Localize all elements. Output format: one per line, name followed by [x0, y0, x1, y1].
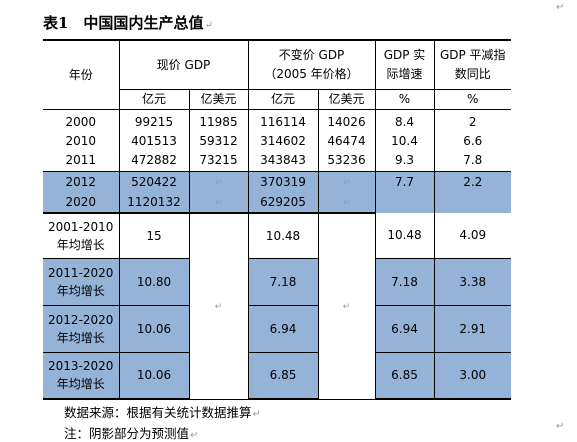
value-cell: 116114: [248, 109, 319, 131]
value-cell: 53236: [318, 150, 376, 172]
value-cell: 14026: [318, 109, 376, 131]
empty-cell: ↵: [318, 192, 376, 214]
unit-cell: %: [434, 89, 511, 110]
year-cell: 2000: [43, 109, 120, 131]
value-cell: 10.4: [375, 131, 435, 150]
cell-end-mark-icon: ↵: [342, 302, 351, 313]
value-cell: 3.38: [434, 258, 511, 306]
cell-end-mark-icon: ↵: [342, 177, 351, 188]
value-cell: 73215: [189, 150, 249, 172]
empty-merged-cell: ↵: [189, 213, 249, 400]
value-cell: 9.3: [375, 150, 435, 172]
header-constant-price: 不变价 GDP （2005 年价格）: [248, 39, 376, 90]
table-row: 2013-2020 年均增长 10.06 6.85 6.85 3.00: [43, 352, 511, 400]
table-row: 2012 520422 ↵ 370319 ↵ 7.7 2.2: [43, 171, 511, 213]
value-cell: 7.7: [375, 171, 435, 213]
table-row: 2010 401513 59312 314602 46474 10.4 6.6: [43, 131, 511, 150]
value-cell: 10.80: [119, 258, 190, 306]
value-cell: 6.6: [463, 133, 483, 148]
value-cell: 6.85: [375, 352, 435, 400]
empty-merged-cell: ↵: [318, 213, 376, 400]
cell-end-mark-icon: ↵: [342, 198, 351, 208]
year-cell: 2011: [43, 150, 120, 172]
value-cell: 370319: [248, 171, 319, 192]
table-title: 表1 中国国内生产总值↵: [43, 14, 213, 32]
year-cell: 2012: [43, 171, 120, 192]
period-cell: 2013-2020 年均增长: [43, 352, 120, 400]
value-cell: 6.85: [248, 352, 319, 400]
value-cell: 472882: [119, 150, 190, 172]
paragraph-mark-icon: ↵: [556, 2, 565, 13]
unit-cell: 亿元: [119, 89, 190, 110]
unit-cell: 亿美元: [189, 89, 249, 110]
value-cell: 629205: [248, 192, 319, 214]
value-cell: 2: [468, 114, 477, 129]
value-cell: 59312: [189, 131, 249, 150]
unit-cell: 亿元: [248, 89, 319, 110]
empty-cell: ↵: [189, 192, 249, 214]
period-cell: 2012-2020 年均增长: [43, 305, 120, 353]
value-cell: 314602: [248, 131, 319, 150]
value-cell: 99215: [119, 109, 190, 131]
table-row: 2020 1120132 ↵ 629205 ↵: [43, 192, 511, 214]
value-cell: 4.09: [434, 213, 511, 259]
header-real-growth: GDP 实际增速: [375, 39, 435, 90]
value-cell: 46474: [318, 131, 376, 150]
header-current-price: 现价 GDP: [119, 39, 249, 90]
unit-cell: 亿美元: [318, 89, 376, 110]
cell-end-mark-icon: ↵: [214, 198, 223, 208]
paragraph-mark-icon: ↵: [252, 409, 261, 420]
cell-end-mark-icon: ↵: [214, 302, 223, 313]
cell-end-mark-icon: ↵: [214, 177, 223, 188]
value-cell: 6.94: [375, 305, 435, 353]
shading-note: 注：阴影部分为预测值↵: [64, 426, 199, 441]
unit-cell: %: [375, 89, 435, 110]
table-row: 2012-2020 年均增长 10.06 6.94 6.94 2.91: [43, 305, 511, 353]
paragraph-mark-icon: ↵: [556, 421, 565, 432]
table-row: 2011-2020 年均增长 10.80 7.18 7.18 3.38: [43, 258, 511, 306]
value-cell: 6.94: [248, 305, 319, 353]
paragraph-mark-icon: ↵: [190, 430, 199, 441]
value-cell: 3.00: [434, 352, 511, 400]
empty-cell: ↵: [189, 171, 249, 192]
unit-row: 亿元 亿美元 亿元 亿美元 % %: [43, 89, 511, 110]
value-cell: 1120132: [119, 192, 190, 214]
value-cell: 401513: [119, 131, 190, 150]
value-cell: 7.18: [375, 258, 435, 306]
year-cell: 2010: [43, 131, 120, 150]
value-cell: 15: [119, 213, 190, 259]
table-row: 2011 472882 73215 343843 53236 9.3 7.8: [43, 150, 511, 172]
value-cell: 7.18: [248, 258, 319, 306]
period-cell: 2011-2020 年均增长: [43, 258, 120, 306]
value-cell: 520422: [119, 171, 190, 192]
table-row: 2000 99215 11985 116114 14026 8.4 2: [43, 109, 511, 131]
header-deflator: GDP 平减指 数同比: [434, 39, 511, 90]
value-cell: 11985: [189, 109, 249, 131]
period-cell: 2001-2010 年均增长: [43, 213, 120, 259]
table-row: 2001-2010 年均增长 15 ↵ 10.48 ↵ 10.48 4.09: [43, 213, 511, 400]
source-note: 数据来源：根据有关统计数据推算↵: [64, 405, 261, 420]
value-cell: 10.06: [119, 352, 190, 400]
paragraph-mark-icon: ↵: [204, 20, 213, 31]
header-year: 年份: [43, 39, 120, 110]
value-cell: 8.4: [375, 109, 435, 131]
value-cell: 2.2: [434, 171, 511, 213]
gdp-table: 年份 现价 GDP 不变价 GDP （2005 年价格） GDP 实际增速 GDP…: [43, 39, 511, 400]
value-cell: 10.48: [375, 213, 435, 259]
value-cell: 343843: [248, 150, 319, 172]
value-cell: 7.8: [434, 150, 511, 172]
header-row: 年份 现价 GDP 不变价 GDP （2005 年价格） GDP 实际增速 GDP…: [43, 39, 511, 110]
value-cell: 10.06: [119, 305, 190, 353]
value-cell: 2.91: [434, 305, 511, 353]
year-cell: 2020: [43, 192, 120, 214]
value-cell: 10.48: [248, 213, 319, 259]
empty-cell: ↵: [318, 171, 376, 192]
